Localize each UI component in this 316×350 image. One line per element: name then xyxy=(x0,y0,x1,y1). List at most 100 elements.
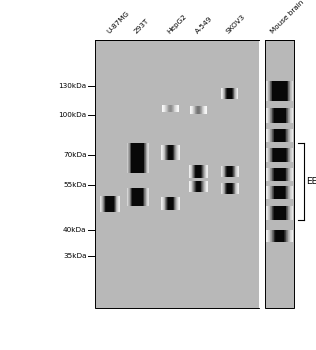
Bar xyxy=(196,106,197,114)
Bar xyxy=(238,166,239,177)
Bar xyxy=(223,183,224,195)
Bar xyxy=(281,168,282,181)
Bar xyxy=(114,196,115,212)
Bar xyxy=(193,106,194,114)
Bar xyxy=(204,181,205,193)
Bar xyxy=(268,108,269,122)
Bar xyxy=(200,165,201,178)
Bar xyxy=(278,230,279,242)
Bar xyxy=(132,144,133,173)
Bar xyxy=(289,168,290,181)
Bar xyxy=(268,108,269,122)
Bar xyxy=(204,106,205,114)
Bar xyxy=(222,183,223,195)
Bar xyxy=(225,88,226,99)
Bar xyxy=(278,81,279,101)
Bar xyxy=(287,108,288,122)
Bar xyxy=(267,187,268,199)
Bar xyxy=(288,148,289,162)
Bar xyxy=(164,145,165,160)
Bar xyxy=(201,106,202,114)
Bar xyxy=(205,165,206,178)
Bar xyxy=(169,105,170,112)
Bar xyxy=(172,197,173,210)
Bar xyxy=(285,168,286,181)
Bar xyxy=(176,197,177,210)
Bar xyxy=(269,168,270,181)
Bar xyxy=(194,106,195,114)
Bar xyxy=(195,165,196,178)
Bar xyxy=(165,145,166,160)
Bar xyxy=(222,183,223,195)
Bar xyxy=(190,181,191,193)
Bar xyxy=(232,88,233,99)
Bar xyxy=(238,183,239,195)
Bar xyxy=(170,197,171,210)
Bar xyxy=(203,181,204,193)
Bar xyxy=(191,181,192,193)
Bar xyxy=(290,205,291,220)
Bar xyxy=(288,205,289,220)
Bar xyxy=(282,187,283,199)
Text: 35kDa: 35kDa xyxy=(63,253,87,259)
Bar xyxy=(232,166,233,177)
Bar xyxy=(293,81,294,101)
Bar xyxy=(189,181,190,193)
Bar xyxy=(194,106,195,114)
Bar xyxy=(292,128,293,142)
Bar xyxy=(141,144,142,173)
Bar xyxy=(283,205,284,220)
Bar xyxy=(167,105,168,112)
Bar xyxy=(290,230,291,242)
Bar xyxy=(203,181,204,193)
Bar xyxy=(106,196,107,212)
Bar xyxy=(112,196,113,212)
Bar xyxy=(202,181,203,193)
Bar xyxy=(169,145,170,160)
Bar xyxy=(177,197,178,210)
Bar xyxy=(177,145,178,160)
Bar xyxy=(167,105,168,112)
Bar xyxy=(198,165,199,178)
Bar xyxy=(291,148,292,162)
Bar xyxy=(170,145,171,160)
Bar xyxy=(278,108,279,122)
Bar xyxy=(290,148,291,162)
Bar xyxy=(196,106,197,114)
Bar xyxy=(138,144,139,173)
Bar xyxy=(278,148,279,162)
Bar xyxy=(176,145,177,160)
Bar xyxy=(283,148,284,162)
Bar xyxy=(231,166,232,177)
Bar xyxy=(290,128,291,142)
Bar xyxy=(273,108,274,122)
Bar xyxy=(279,205,280,220)
Bar xyxy=(280,108,281,122)
Bar xyxy=(175,105,176,112)
Bar xyxy=(207,181,208,193)
Bar xyxy=(269,230,270,242)
Bar xyxy=(190,165,191,178)
Bar xyxy=(129,144,130,173)
Bar xyxy=(276,205,277,220)
Bar xyxy=(177,105,178,112)
Bar xyxy=(278,128,279,142)
Bar xyxy=(227,183,228,195)
Bar xyxy=(267,81,268,101)
Bar xyxy=(269,187,270,199)
Bar xyxy=(224,166,225,177)
Bar xyxy=(193,181,194,193)
Bar xyxy=(206,165,207,178)
Bar xyxy=(147,188,148,206)
Bar xyxy=(271,128,272,142)
Bar xyxy=(162,105,163,112)
Bar xyxy=(235,88,236,99)
Text: HepG2: HepG2 xyxy=(166,13,188,35)
Bar xyxy=(226,88,227,99)
Bar xyxy=(288,230,289,242)
Bar xyxy=(163,197,164,210)
Bar xyxy=(230,88,231,99)
Bar xyxy=(289,187,290,199)
Bar xyxy=(169,145,170,160)
Bar xyxy=(137,144,138,173)
